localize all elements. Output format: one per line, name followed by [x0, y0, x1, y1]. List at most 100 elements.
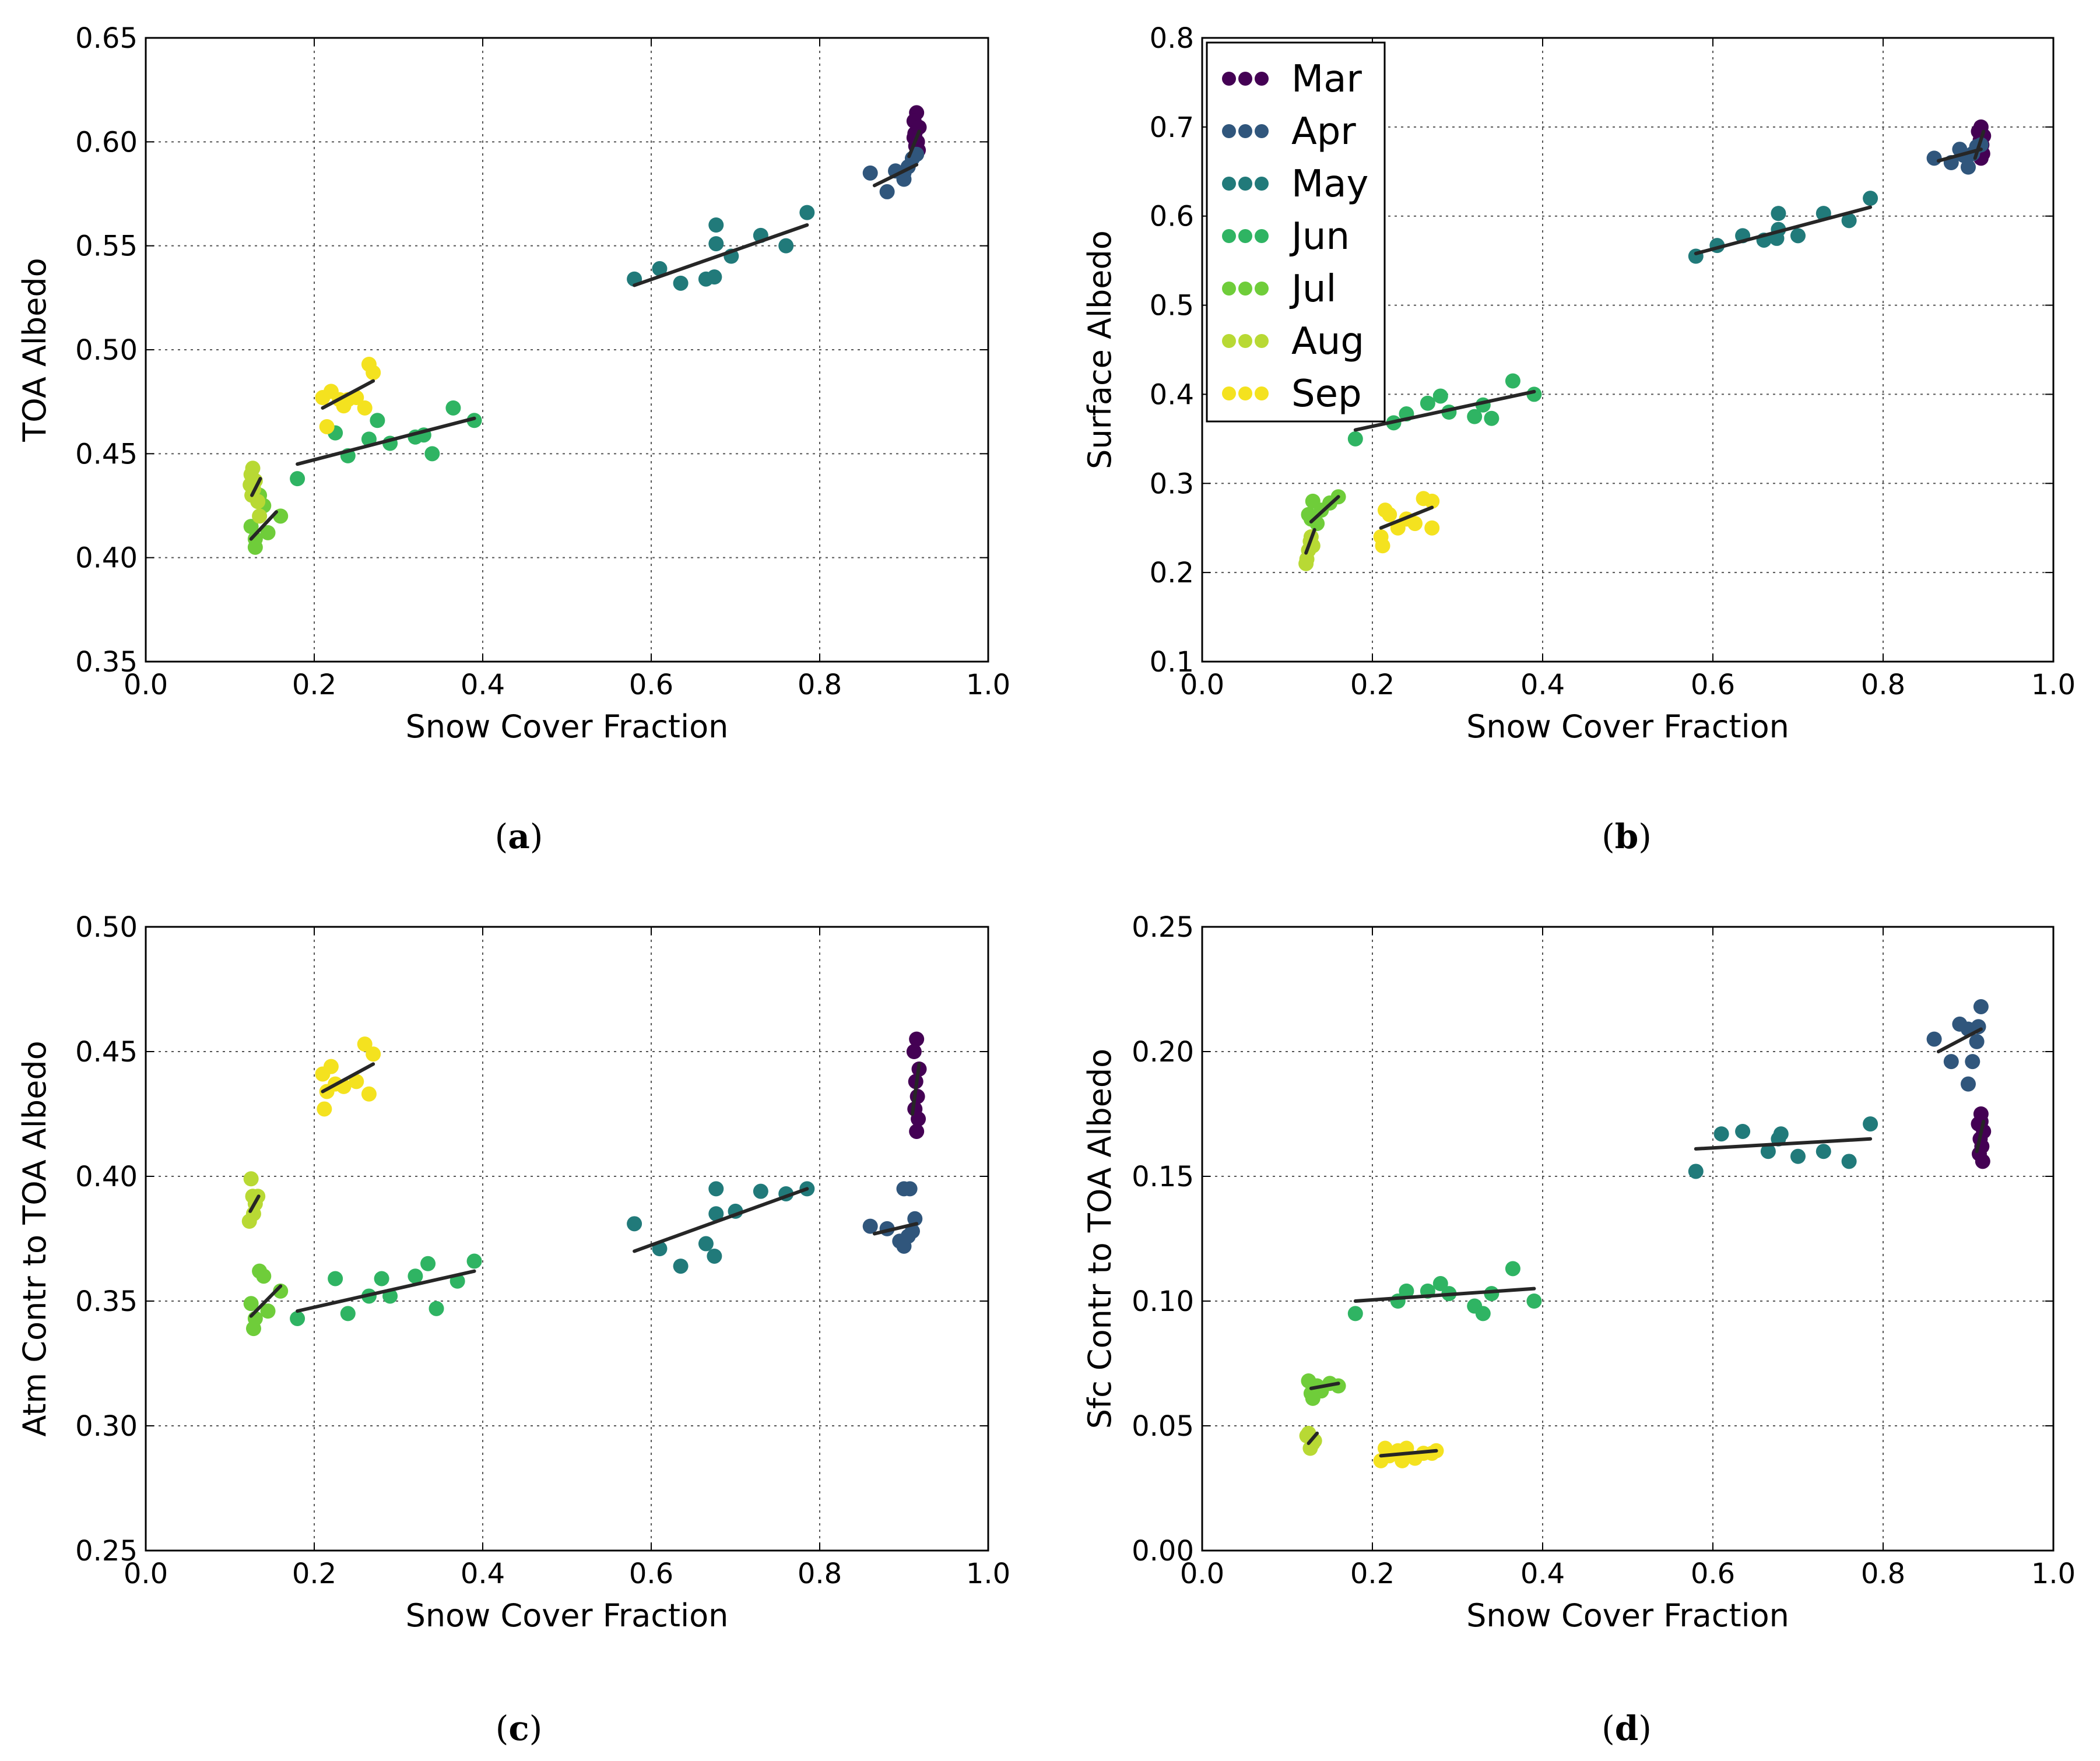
- legend-marker-aug: [1238, 334, 1252, 348]
- x-tick-label: 1.0: [2031, 1558, 2076, 1590]
- point-may: [753, 1183, 768, 1199]
- y-tick-label: 0.8: [1150, 22, 1194, 55]
- y-tick-label: 0.50: [75, 334, 138, 367]
- x-tick-label: 0.2: [1350, 1558, 1395, 1590]
- fit-line-jun: [296, 1269, 476, 1313]
- point-sep: [1395, 1453, 1410, 1468]
- x-axis-label: Snow Cover Fraction: [406, 1597, 729, 1634]
- point-apr: [1926, 1031, 1942, 1047]
- y-tick-label: 0.05: [1132, 1410, 1194, 1443]
- x-tick-label: 0.2: [292, 1558, 336, 1590]
- point-aug: [252, 508, 268, 524]
- x-tick-label: 0.0: [124, 669, 168, 701]
- point-jul: [1303, 511, 1319, 527]
- point-sep: [366, 365, 381, 381]
- point-jun: [1475, 1306, 1491, 1321]
- point-may: [708, 1206, 724, 1222]
- legend-marker-apr: [1222, 124, 1236, 138]
- y-tick-label: 0.40: [75, 542, 138, 575]
- legend-marker-mar: [1222, 72, 1236, 86]
- x-tick-label: 0.6: [1691, 1558, 1735, 1590]
- fit-line-apr: [1936, 147, 1983, 163]
- point-aug: [245, 461, 261, 476]
- point-aug: [1307, 1433, 1322, 1449]
- point-may: [673, 1259, 689, 1274]
- point-jun: [340, 1306, 356, 1321]
- point-sep: [323, 1059, 339, 1074]
- point-sep: [361, 1086, 377, 1102]
- x-tick-label: 0.8: [1861, 669, 1905, 701]
- legend-label-jun: Jun: [1289, 215, 1350, 258]
- point-jul: [1330, 1378, 1346, 1394]
- x-tick-label: 0.4: [1520, 1558, 1565, 1590]
- legend-marker-sep: [1255, 386, 1269, 400]
- point-sep: [357, 1036, 373, 1052]
- point-aug: [1299, 551, 1315, 567]
- point-jul: [256, 1268, 272, 1284]
- fit-line-apr: [872, 163, 919, 188]
- y-axis-label: Surface Albedo: [1081, 230, 1118, 469]
- fit-line-jul: [249, 1284, 283, 1318]
- panel-label: (c): [496, 1709, 543, 1748]
- panel-2: 0.0 0.2 0.4 0.6 0.8 1.0 0.25 0.30 0.35 0.40 0.45 0.…: [16, 911, 1010, 1748]
- y-tick-label: 0.55: [75, 230, 138, 263]
- fit-line-may: [1694, 1137, 1873, 1151]
- point-may: [1863, 191, 1878, 206]
- legend-marker-sep: [1238, 386, 1252, 400]
- point-sep: [317, 1101, 332, 1117]
- point-jun: [370, 413, 385, 428]
- point-may: [1815, 1144, 1831, 1159]
- point-mar: [909, 1089, 925, 1105]
- point-jun: [1432, 388, 1448, 404]
- point-mar: [906, 1044, 922, 1059]
- point-may: [627, 1216, 642, 1232]
- point-may: [1863, 1116, 1878, 1132]
- point-apr: [1961, 1076, 1976, 1092]
- point-jul: [1303, 1386, 1319, 1401]
- point-apr: [1926, 150, 1942, 166]
- point-jul: [260, 1303, 276, 1319]
- x-tick-label: 0.2: [1350, 669, 1395, 701]
- x-tick-label: 0.0: [1180, 1558, 1224, 1590]
- point-aug: [250, 494, 266, 509]
- point-jun: [445, 400, 461, 416]
- legend-marker-sep: [1222, 386, 1236, 400]
- point-jun: [1347, 431, 1363, 447]
- point-sep: [1375, 538, 1390, 554]
- point-may: [1760, 1144, 1776, 1159]
- point-sep: [319, 419, 335, 434]
- x-tick-label: 0.2: [292, 669, 336, 701]
- point-may: [799, 205, 815, 220]
- x-axis-label: Snow Cover Fraction: [1466, 1597, 1789, 1634]
- panel-0: 0.0 0.2 0.4 0.6 0.8 1.0 0.35 0.40 0.45 0.50 0.55 0.…: [16, 22, 1010, 856]
- point-may: [708, 1181, 724, 1197]
- point-jul: [260, 525, 276, 540]
- point-mar: [911, 1111, 926, 1127]
- fit-line-apr: [872, 1222, 919, 1236]
- point-apr: [1973, 999, 1989, 1014]
- fit-line-jun: [1353, 389, 1536, 432]
- legend-marker-may: [1222, 177, 1236, 191]
- x-tick-label: 0.4: [461, 669, 505, 701]
- point-sep: [357, 400, 373, 416]
- point-sep: [1424, 493, 1440, 509]
- y-tick-label: 0.5: [1150, 290, 1194, 322]
- x-tick-label: 0.4: [1520, 669, 1565, 701]
- legend-marker-aug: [1222, 334, 1236, 348]
- point-apr: [907, 1211, 923, 1226]
- y-tick-label: 0.10: [1132, 1285, 1194, 1318]
- legend-marker-mar: [1238, 72, 1252, 86]
- point-may: [1790, 1148, 1806, 1164]
- point-mar: [909, 1123, 925, 1139]
- point-jun: [290, 471, 305, 487]
- y-tick-label: 0.65: [75, 22, 138, 55]
- y-axis-label: TOA Albedo: [16, 258, 53, 442]
- legend-marker-mar: [1255, 72, 1269, 86]
- x-tick-label: 0.4: [461, 1558, 505, 1590]
- point-may: [1773, 1126, 1789, 1142]
- y-tick-label: 0.6: [1150, 201, 1194, 233]
- point-jun: [290, 1310, 305, 1326]
- fit-line-jul: [1309, 1382, 1340, 1390]
- point-apr: [879, 184, 895, 199]
- legend-marker-jun: [1255, 229, 1269, 243]
